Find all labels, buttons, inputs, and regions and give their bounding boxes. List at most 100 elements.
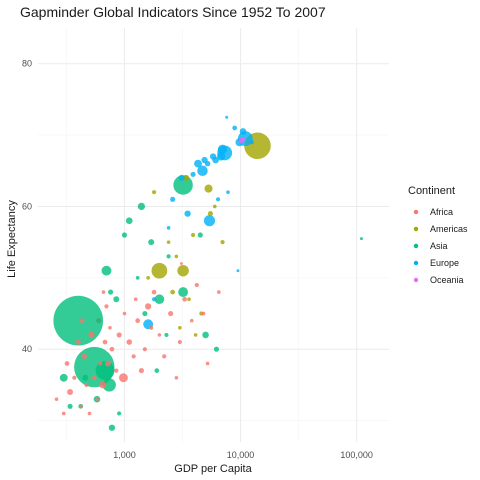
data-point-africa xyxy=(133,297,138,302)
data-point-africa xyxy=(116,332,122,338)
data-point-americas xyxy=(174,254,179,259)
data-point-americas xyxy=(170,289,175,295)
data-point-africa xyxy=(177,339,182,345)
data-point-americas xyxy=(193,333,198,337)
data-point-africa xyxy=(64,361,70,366)
data-point-africa xyxy=(149,325,154,330)
data-point-africa xyxy=(79,318,85,324)
data-point-africa xyxy=(102,339,108,345)
data-point-africa xyxy=(157,333,162,337)
data-point-asia xyxy=(154,294,165,305)
legend: Continent Africa Americas Asia Europe Oceani… xyxy=(408,185,468,285)
data-point-asia xyxy=(102,378,116,392)
data-point-asia xyxy=(113,296,120,303)
legend-swatch-europe xyxy=(413,260,419,266)
y-tick-label: 80 xyxy=(22,59,32,69)
data-point-asia xyxy=(142,310,148,317)
data-point-africa xyxy=(104,360,111,367)
data-point-asia xyxy=(96,318,102,324)
data-point-africa xyxy=(99,381,107,389)
data-point-europe xyxy=(194,159,202,168)
data-point-europe xyxy=(209,153,217,160)
legend-swatch-asia xyxy=(413,243,419,249)
data-point-europe xyxy=(184,210,191,217)
data-point-africa xyxy=(201,311,206,316)
legend-label-africa: Africa xyxy=(430,207,453,217)
legend-label-asia: Asia xyxy=(430,241,448,251)
data-point-americas xyxy=(178,325,182,330)
data-point-europe xyxy=(151,297,157,302)
data-point-americas xyxy=(151,262,168,279)
data-point-asia xyxy=(101,265,112,276)
data-point-africa xyxy=(168,310,174,317)
data-point-asia xyxy=(197,232,203,238)
x-tick-label: 100,000 xyxy=(340,450,373,460)
y-tick-label: 40 xyxy=(22,344,32,354)
data-point-americas xyxy=(204,184,213,193)
data-point-asia xyxy=(135,276,140,280)
data-point-europe xyxy=(190,171,196,177)
data-point-europe xyxy=(197,165,208,177)
data-point-africa xyxy=(87,411,92,416)
data-point-africa xyxy=(151,289,157,295)
data-point-asia xyxy=(137,202,146,211)
data-point-asia xyxy=(166,254,171,259)
data-point-europe xyxy=(203,215,216,227)
data-point-africa xyxy=(131,354,136,359)
data-point-africa xyxy=(91,375,97,381)
legend-swatch-oceania xyxy=(413,277,419,283)
data-point-africa xyxy=(84,382,89,387)
data-point-asia xyxy=(108,424,116,431)
data-point-americas xyxy=(212,204,217,209)
legend-swatch-africa xyxy=(413,209,419,215)
data-point-africa xyxy=(205,361,210,366)
data-point-africa xyxy=(54,397,59,401)
data-point-africa xyxy=(75,339,81,345)
data-point-africa xyxy=(98,361,103,366)
data-point-africa xyxy=(182,296,187,302)
data-point-europe xyxy=(204,160,211,167)
data-point-africa xyxy=(194,282,199,288)
data-point-europe xyxy=(217,152,226,161)
data-point-asia xyxy=(359,237,363,241)
x-axis-title: GDP per Capita xyxy=(174,463,252,475)
data-point-asia xyxy=(108,289,114,295)
data-point-asia xyxy=(117,411,122,416)
data-point-oceania xyxy=(242,137,245,141)
legend-title: Continent xyxy=(408,185,455,197)
data-point-asia xyxy=(59,373,68,382)
legend-label-americas: Americas xyxy=(430,224,468,234)
data-point-asia xyxy=(121,232,128,238)
chart-title: Gapminder Global Indicators Since 1952 T… xyxy=(20,4,326,20)
data-point-asia xyxy=(213,346,220,352)
data-point-africa xyxy=(189,318,194,323)
legend-label-europe: Europe xyxy=(430,258,459,268)
data-point-asia xyxy=(154,368,160,373)
data-point-africa xyxy=(101,290,106,294)
y-axis-title: Life Expectancy xyxy=(6,200,18,278)
data-point-europe xyxy=(217,144,228,155)
data-point-africa xyxy=(138,368,144,374)
data-point-africa xyxy=(72,375,77,380)
data-point-africa xyxy=(61,411,66,416)
data-point-africa xyxy=(135,318,141,324)
data-point-americas xyxy=(220,240,225,245)
data-point-africa xyxy=(180,262,183,266)
data-point-africa xyxy=(142,347,147,352)
data-point-africa xyxy=(109,346,115,352)
legend-swatch-americas xyxy=(413,226,419,232)
x-tick-label: 10,000 xyxy=(227,450,255,460)
data-point-americas xyxy=(146,276,150,280)
data-point-europe xyxy=(178,174,185,181)
data-point-asia xyxy=(95,361,115,381)
data-point-africa xyxy=(67,389,74,395)
data-point-asia xyxy=(164,332,169,338)
data-point-africa xyxy=(78,404,83,409)
data-point-asia xyxy=(202,331,209,339)
data-point-asia xyxy=(82,374,89,381)
data-point-europe xyxy=(225,115,229,119)
data-point-europe xyxy=(215,197,221,202)
axis-ticks: 1,000 10,000 100,000 40 60 80 xyxy=(22,59,373,460)
data-point-americas xyxy=(187,297,191,302)
